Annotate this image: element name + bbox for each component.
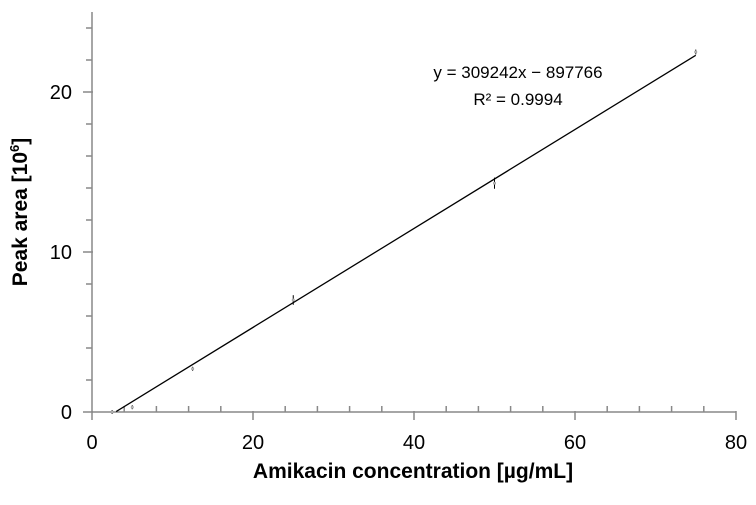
data-point bbox=[492, 177, 496, 189]
trendline bbox=[115, 54, 697, 413]
point-marker bbox=[110, 410, 114, 414]
x-tick-label: 60 bbox=[564, 432, 586, 454]
point-marker bbox=[694, 50, 698, 54]
point-marker bbox=[191, 367, 195, 371]
y-tick-label: 0 bbox=[61, 402, 72, 424]
data-point bbox=[694, 49, 698, 55]
plot-area: 0 20 40 60 80 0 10 20 bbox=[50, 12, 747, 454]
trendline-r2: R² = 0.9994 bbox=[473, 90, 562, 109]
x-tick-labels: 0 20 40 60 80 bbox=[86, 432, 747, 454]
data-points bbox=[110, 49, 698, 414]
point-marker bbox=[492, 181, 496, 185]
x-axis-title-text: Amikacin concentration [µg/mL] bbox=[253, 460, 573, 483]
y-tick-label: 20 bbox=[50, 82, 72, 104]
y-axis-title-sup: 6 bbox=[7, 145, 22, 152]
x-tick-label: 20 bbox=[242, 432, 264, 454]
y-axis-title-main: Peak area [10 bbox=[9, 152, 32, 286]
data-point bbox=[191, 366, 195, 371]
y-axis-title: Peak area [106] bbox=[7, 138, 32, 287]
point-marker bbox=[130, 405, 134, 409]
y-tick-label: 10 bbox=[50, 242, 72, 264]
y-tick-labels: 0 10 20 bbox=[50, 82, 72, 424]
y-axis-title-end: ] bbox=[9, 138, 32, 145]
y-ticks bbox=[83, 27, 93, 413]
x-tick-label: 0 bbox=[86, 432, 97, 454]
x-tick-label: 80 bbox=[725, 432, 747, 454]
data-point bbox=[110, 410, 114, 414]
x-axis-title: Amikacin concentration [µg/mL] bbox=[253, 460, 573, 483]
x-ticks bbox=[91, 406, 737, 420]
point-marker bbox=[291, 298, 295, 302]
data-point bbox=[291, 295, 295, 305]
trendline-equation: y = 309242x − 897766 bbox=[433, 63, 602, 82]
data-point bbox=[130, 405, 134, 410]
x-tick-label: 40 bbox=[403, 432, 425, 454]
